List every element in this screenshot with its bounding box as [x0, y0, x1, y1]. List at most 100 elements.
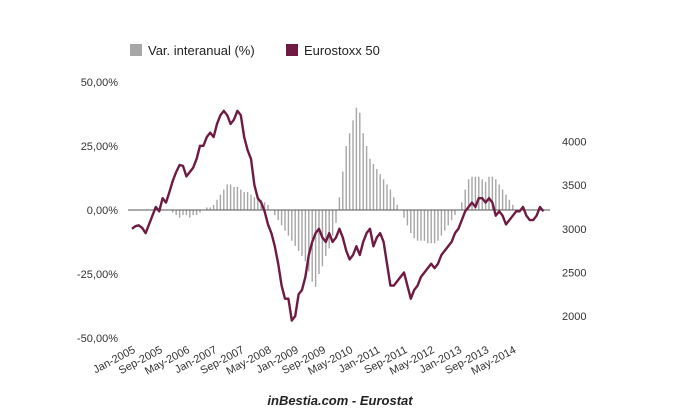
bar-var-interanual	[478, 176, 480, 210]
bar-var-interanual	[420, 210, 422, 241]
bar-var-interanual	[297, 210, 300, 251]
bar-var-interanual	[189, 210, 191, 218]
bar-var-interanual	[175, 210, 177, 216]
bar-var-interanual	[280, 210, 283, 226]
bar-var-interanual	[233, 186, 235, 210]
legend-label-var-interanual: Var. interanual (%)	[148, 43, 255, 58]
legend-swatch-eurostoxx	[286, 44, 298, 56]
bar-var-interanual	[345, 146, 347, 210]
bar-var-interanual	[389, 189, 392, 210]
bar-var-interanual	[369, 158, 371, 210]
bar-var-interanual	[182, 210, 184, 216]
bar-var-interanual	[501, 189, 504, 210]
bar-var-interanual	[450, 210, 453, 221]
bar-var-interanual	[447, 210, 449, 226]
bar-var-interanual	[209, 207, 211, 210]
bar-var-interanual	[464, 189, 466, 210]
bar-var-interanual	[301, 210, 303, 257]
bar-var-interanual	[471, 176, 473, 210]
bar-var-interanual	[396, 204, 398, 210]
line-eurostoxx	[131, 109, 545, 322]
bar-var-interanual	[274, 210, 276, 216]
bar-var-interanual	[212, 204, 215, 210]
bar-var-interanual	[413, 210, 415, 239]
source-footer: inBestia.com - Eurostat	[267, 393, 413, 408]
bar-var-interanual	[467, 179, 470, 210]
bar-var-interanual	[505, 194, 507, 210]
right-tick-label: 4000	[562, 136, 586, 148]
bar-var-interanual	[308, 210, 310, 272]
left-tick-label: 50,00%	[81, 77, 119, 89]
line-series-eurostoxx	[131, 109, 545, 322]
bar-var-interanual	[440, 210, 443, 236]
bar-var-interanual	[348, 133, 351, 210]
bar-var-interanual	[355, 107, 358, 210]
bar-var-interanual	[263, 202, 266, 210]
left-tick-label: 25,00%	[81, 141, 119, 153]
bar-var-interanual	[277, 210, 279, 221]
bar-var-interanual	[291, 210, 293, 241]
bar-var-interanual	[461, 202, 463, 210]
bar-var-interanual	[294, 210, 296, 246]
bar-var-interanual	[372, 163, 375, 210]
bar-var-interanual	[236, 186, 239, 210]
bar-var-interanual	[382, 179, 385, 210]
bar-var-interanual	[331, 210, 334, 236]
right-tick-label: 3000	[562, 224, 586, 236]
legend-swatch-var-interanual	[130, 44, 142, 56]
bar-var-interanual	[406, 210, 409, 226]
bar-var-interanual	[474, 176, 477, 210]
bar-var-interanual	[178, 210, 181, 218]
bar-var-interanual	[393, 197, 395, 210]
right-tick-label: 3500	[562, 180, 586, 192]
bar-var-interanual	[250, 194, 252, 210]
bar-var-interanual	[284, 210, 286, 231]
bar-var-interanual	[195, 210, 198, 216]
bar-var-interanual	[229, 184, 232, 210]
bar-var-interanual	[416, 210, 419, 241]
bar-var-interanual	[508, 199, 511, 210]
bar-var-interanual	[481, 179, 483, 210]
bar-var-interanual	[335, 210, 337, 223]
bar-var-interanual	[325, 210, 327, 257]
bar-var-interanual	[243, 192, 245, 210]
left-tick-label: -50,00%	[77, 333, 118, 345]
x-axis: Jan-2005Sep-2005May-2006Jan-2007Sep-2007…	[91, 344, 518, 378]
bar-var-interanual	[379, 174, 381, 210]
bar-var-interanual	[342, 171, 344, 210]
bar-var-interanual	[318, 210, 320, 274]
bar-var-interanual	[199, 210, 201, 213]
right-tick-label: 2000	[562, 311, 586, 323]
bar-var-interanual	[314, 210, 317, 287]
bar-var-interanual	[437, 210, 439, 241]
bar-var-interanual	[488, 176, 490, 210]
bar-var-interanual	[226, 184, 228, 210]
right-axis: 4000 3500 3000 2500 2000	[562, 136, 586, 323]
legend: Var. interanual (%) Eurostoxx 50	[130, 43, 380, 58]
bar-var-interanual	[454, 210, 456, 216]
bar-var-interanual	[484, 181, 487, 210]
bar-var-interanual	[430, 210, 432, 244]
bar-var-interanual	[359, 112, 361, 210]
bar-var-interanual	[352, 120, 354, 210]
bar-var-interanual	[403, 210, 405, 218]
bar-var-interanual	[495, 179, 497, 210]
bar-series-var-interanual	[172, 107, 514, 287]
bar-var-interanual	[338, 197, 341, 210]
bar-var-interanual	[240, 189, 242, 210]
bar-var-interanual	[246, 192, 249, 210]
bar-var-interanual	[219, 194, 222, 210]
bar-var-interanual	[365, 146, 368, 210]
right-tick-label: 2500	[562, 268, 586, 280]
bar-var-interanual	[423, 210, 426, 241]
bar-var-interanual	[304, 210, 307, 262]
left-tick-label: -25,00%	[77, 269, 118, 281]
bar-var-interanual	[362, 133, 364, 210]
bar-var-interanual	[192, 210, 194, 216]
bar-var-interanual	[206, 207, 208, 210]
bar-var-interanual	[433, 210, 436, 244]
bar-var-interanual	[328, 210, 330, 249]
bar-var-interanual	[498, 184, 500, 210]
bar-var-interanual	[444, 210, 446, 231]
bar-var-interanual	[257, 197, 259, 210]
